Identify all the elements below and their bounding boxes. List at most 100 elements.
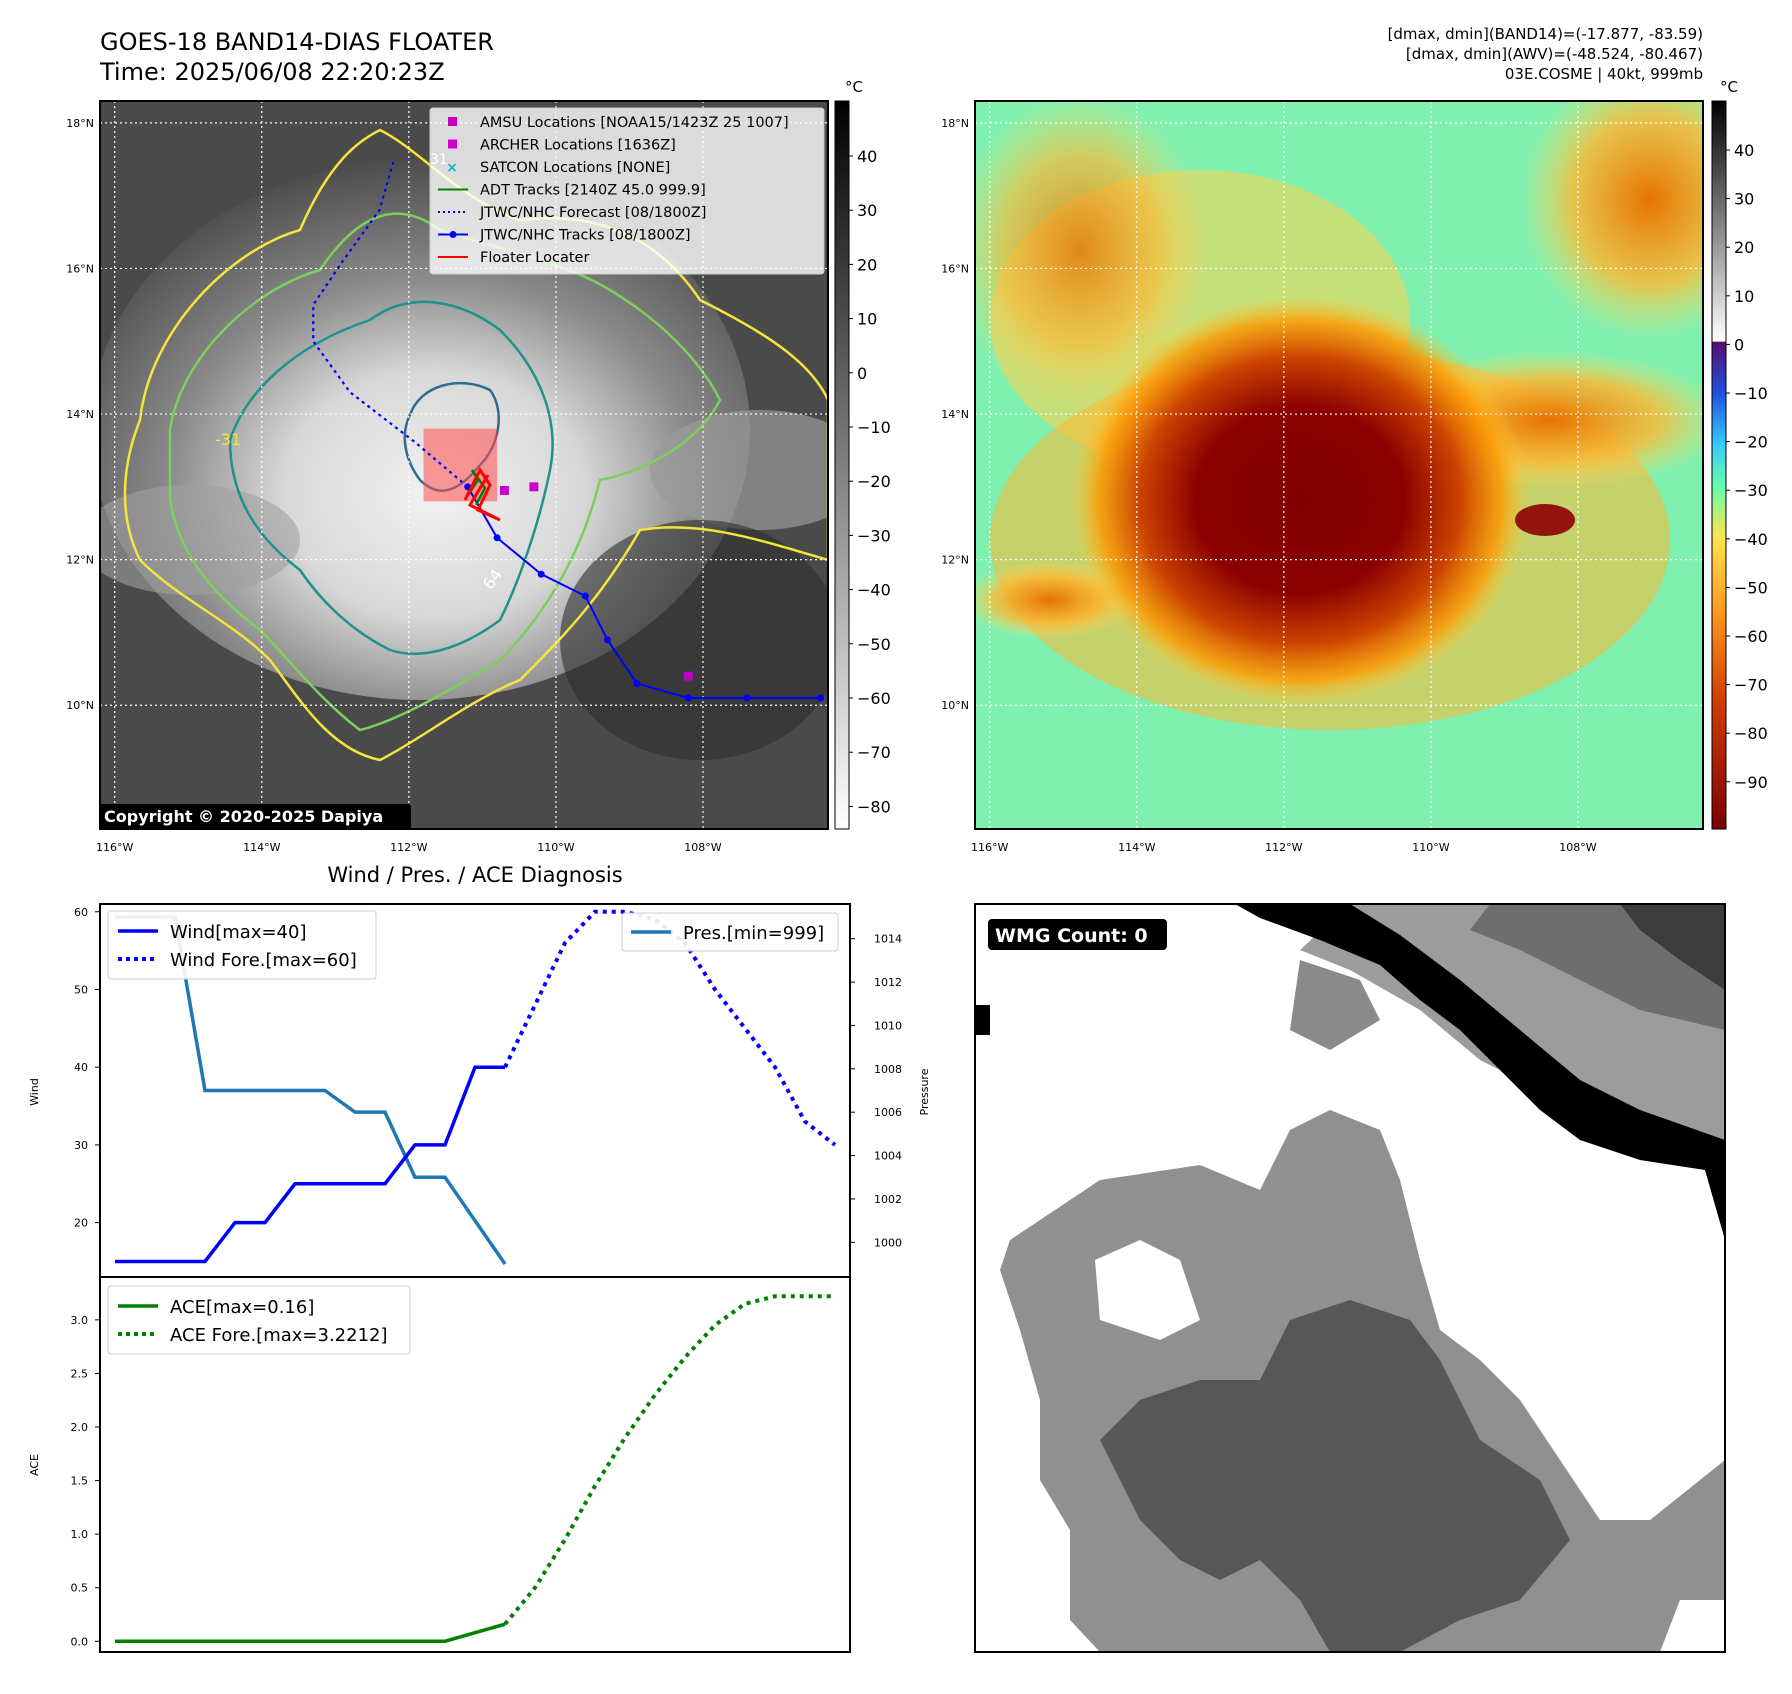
- colorbar-right-tick: 0: [1734, 335, 1744, 354]
- colorbar-right-tick: −80: [1734, 724, 1768, 743]
- legend-wind-fore: Wind Fore.[max=60]: [170, 950, 357, 971]
- map-legend-label: AMSU Locations [NOAA15/1423Z 25 1007]: [480, 115, 789, 131]
- pressure-axis-ticks: 1000 1002 1004 1006 1008 1010 1012 1014: [850, 933, 902, 1249]
- colorbar-right-tick: 20: [1734, 238, 1754, 257]
- left-map-lon-tick: 114°W: [243, 841, 280, 854]
- colorbar-right-tick: 40: [1734, 141, 1754, 160]
- jtwc-track-point: [633, 679, 641, 687]
- left-map-lat-tick: 12°N: [66, 554, 94, 567]
- ace-series: [115, 1294, 835, 1644]
- map-legend-label: ARCHER Locations [1636Z]: [480, 138, 676, 154]
- copyright-badge: Copyright © 2020-2025 Dapiya: [99, 804, 411, 829]
- jtwc-forecast-track: [312, 158, 469, 488]
- pressure-ylabel: Pressure: [918, 1068, 931, 1115]
- colorbar-right-tick: −50: [1734, 578, 1768, 597]
- wind-legend: Wind[max=40] Wind Fore.[max=60]: [107, 910, 377, 980]
- pressure-tick-label: 1004: [874, 1150, 902, 1163]
- colorbar-left-tick: 40: [857, 147, 877, 166]
- figure-title: GOES-18 BAND14-DIAS FLOATER: [100, 28, 494, 56]
- pressure-legend: Pres.[min=999]: [621, 912, 839, 952]
- colorbar-left-tick: −50: [857, 635, 891, 654]
- map-legend-label: ADT Tracks [2140Z 45.0 999.9]: [480, 183, 706, 199]
- ace-tick-label: 0.0: [71, 1635, 89, 1648]
- colorbar-unit-left: °C: [845, 78, 863, 96]
- wmg-count-label: WMG Count: 0: [995, 925, 1148, 947]
- map-legend-item: AMSU Locations [NOAA15/1423Z 25 1007]: [448, 115, 789, 131]
- wmg-panel: WMG Count: 0: [974, 903, 1726, 1653]
- ace-line: [115, 1622, 506, 1644]
- right-map-lat-tick: 12°N: [941, 554, 969, 567]
- left-map-lon-tick: 116°W: [96, 841, 133, 854]
- pressure-tick-label: 1006: [874, 1106, 902, 1119]
- ace-legend: ACE[max=0.16] ACE Fore.[max=3.2212]: [107, 1285, 411, 1355]
- ace-forecast-line: [503, 1294, 835, 1626]
- ace-tick-label: 2.5: [71, 1367, 89, 1380]
- right-map-lat-tick: 18°N: [941, 117, 969, 130]
- wmg-field: [975, 904, 1725, 1652]
- map-legend-label: Floater Locater: [480, 250, 589, 266]
- ace-tick-label: 2.0: [71, 1421, 89, 1434]
- wind-axis-ticks: 20 30 40 50 60: [74, 906, 100, 1230]
- colorbar-left-tick: 30: [857, 201, 877, 220]
- map-legend-item: × SATCON Locations [NONE]: [446, 160, 670, 176]
- colorbar-right-tick: 30: [1734, 190, 1754, 209]
- left-map-lon-tick: 110°W: [537, 841, 574, 854]
- map-legend-item: ADT Tracks [2140Z 45.0 999.9]: [438, 183, 706, 199]
- contour-label-1: -31: [215, 430, 241, 449]
- legend-ace-fore: ACE Fore.[max=3.2212]: [170, 1325, 388, 1346]
- left-map-lat-tick: 14°N: [66, 408, 94, 421]
- ace-tick-label: 0.5: [71, 1582, 89, 1595]
- contour-yellow: [123, 128, 828, 762]
- jtwc-track-point: [493, 534, 501, 542]
- contour-green: [168, 212, 722, 732]
- wind-tick-label: 20: [74, 1217, 88, 1230]
- pressure-tick-label: 1014: [874, 933, 902, 946]
- map-legend-item: JTWC/NHC Tracks [08/1800Z]: [438, 228, 691, 244]
- figure-time: Time: 2025/06/08 22:20:23Z: [99, 58, 445, 86]
- right-map-lat-tick: 16°N: [941, 262, 969, 275]
- colorbar-left-tick: 10: [857, 310, 877, 329]
- map-legend-label: SATCON Locations [NONE]: [480, 160, 670, 176]
- jtwc-track-point: [581, 592, 589, 600]
- jtwc-track-point: [817, 694, 825, 702]
- left-map-lat-tick: 18°N: [66, 117, 94, 130]
- colorbar-right-tick: 10: [1734, 287, 1754, 306]
- colorbar-right-tick: −40: [1734, 530, 1768, 549]
- diagnosis-title: Wind / Pres. / ACE Diagnosis: [327, 863, 622, 887]
- contour-teal: [228, 300, 554, 655]
- pressure-tick-label: 1000: [874, 1236, 902, 1249]
- map-legend-label: JTWC/NHC Forecast [08/1800Z]: [479, 205, 706, 221]
- ace-tick-label: 1.0: [71, 1528, 89, 1541]
- right-map-lon-tick: 112°W: [1265, 841, 1302, 854]
- info-line-3: 03E.COSME | 40kt, 999mb: [1505, 65, 1703, 83]
- map-legend-item: Floater Locater: [438, 250, 589, 266]
- map-tick-labels-left: 116°W 114°W 112°W 110°W 108°W 18°N 16°N 14°N 12°…: [66, 117, 722, 854]
- svg-text:×: ×: [446, 160, 458, 176]
- map-grayscale: -31 64 31 AMSU Locations [NOAA15/1423Z 2…: [66, 100, 829, 854]
- right-map-lat-tick: 14°N: [941, 408, 969, 421]
- colorbar-right-tick: −20: [1734, 433, 1768, 452]
- jtwc-track-point: [684, 694, 692, 702]
- info-line-2: [dmax, dmin](AWV)=(-48.524, -80.467): [1406, 45, 1703, 63]
- right-map-lon-tick: 114°W: [1118, 841, 1155, 854]
- archer-markers: [499, 482, 539, 495]
- info-line-1: [dmax, dmin](BAND14)=(-17.877, -83.59): [1388, 25, 1703, 43]
- map-gridlines-right: [975, 101, 1703, 829]
- legend-ace: ACE[max=0.16]: [170, 1297, 314, 1318]
- colorbar-left-tick: −10: [857, 418, 891, 437]
- colorbar-left-tick: −40: [857, 581, 891, 600]
- wind-tick-label: 60: [74, 906, 88, 919]
- right-map-lon-tick: 108°W: [1559, 841, 1596, 854]
- pressure-tick-label: 1008: [874, 1063, 902, 1076]
- colorbar-left-tick: −30: [857, 526, 891, 545]
- jtwc-track-point: [603, 636, 611, 644]
- ace-tick-label: 3.0: [71, 1314, 89, 1327]
- archer-point: [529, 482, 539, 492]
- wind-line: [115, 1065, 505, 1264]
- ace-tick-label: 1.5: [71, 1475, 89, 1488]
- ace-panel: 0.0 0.5 1.0 1.5 2.0 2.5 3.0 ACE ACE[max=0.16] …: [28, 1276, 851, 1653]
- ace-axis-ticks: 0.0 0.5 1.0 1.5 2.0 2.5 3.0: [71, 1314, 100, 1648]
- adt-track: [466, 469, 487, 506]
